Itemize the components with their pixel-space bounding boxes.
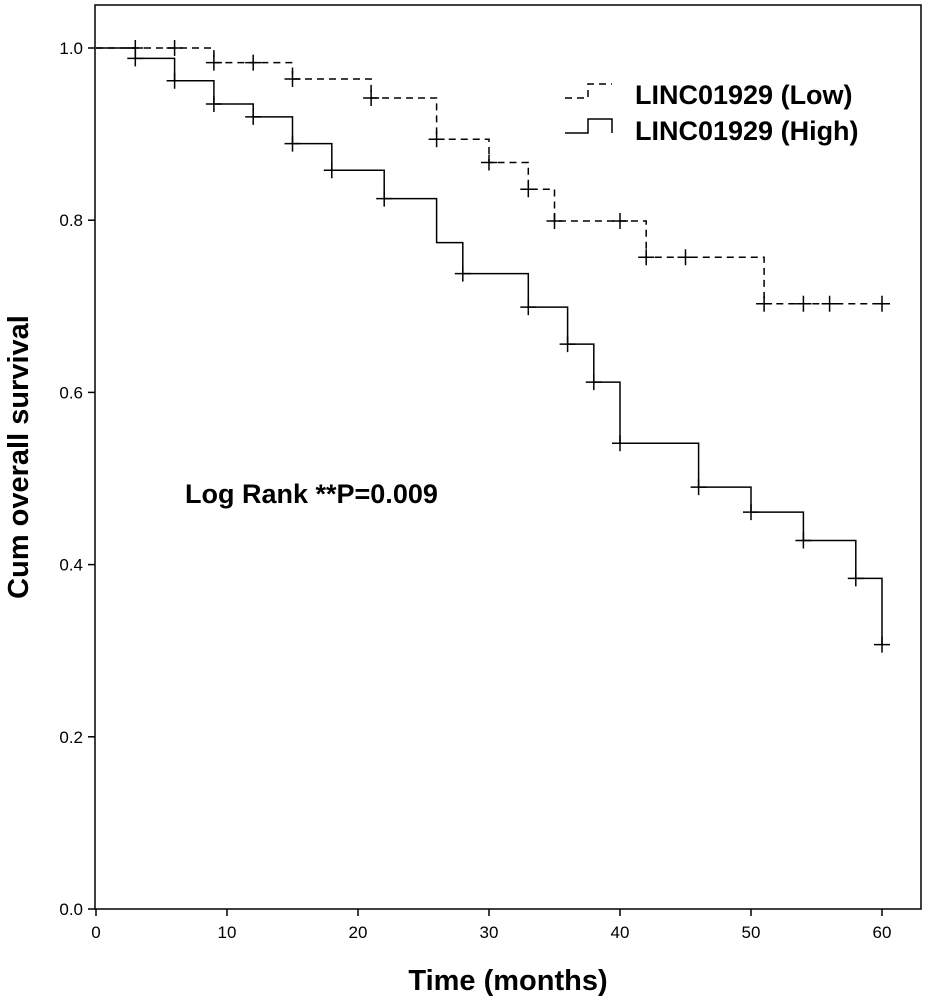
- series-1: [96, 47, 890, 653]
- censor-mark: [205, 95, 222, 112]
- censor-mark: [638, 249, 655, 266]
- censor-mark: [585, 374, 602, 391]
- censor-mark: [690, 479, 707, 496]
- x-tick-label: 30: [480, 923, 499, 942]
- censor-mark: [323, 162, 340, 179]
- censor-mark: [284, 135, 301, 152]
- censor-mark: [795, 532, 812, 549]
- censor-mark: [245, 108, 262, 125]
- x-tick-label: 50: [742, 923, 761, 942]
- y-tick-label: 0.0: [59, 900, 83, 919]
- censor-mark: [127, 50, 144, 67]
- legend-label-low: LINC01929 (Low): [635, 80, 853, 110]
- censor-mark: [874, 295, 890, 312]
- x-axis-title: Time (months): [408, 965, 607, 997]
- censor-mark: [166, 40, 183, 56]
- x-tick-label: 10: [218, 923, 237, 942]
- censor-mark: [363, 89, 380, 106]
- x-tick-label: 20: [349, 923, 368, 942]
- series-0: [96, 40, 890, 312]
- censor-mark: [546, 213, 563, 230]
- series-layer: [96, 40, 890, 653]
- censor-mark: [677, 249, 694, 266]
- censor-mark: [821, 295, 838, 312]
- censor-mark: [245, 54, 262, 71]
- y-tick-label: 0.8: [59, 211, 83, 230]
- legend-swatch-high: [565, 118, 613, 134]
- censor-mark: [284, 70, 301, 87]
- censor-mark: [428, 131, 445, 148]
- x-tick-label: 0: [91, 923, 100, 942]
- y-tick-label: 0.4: [59, 556, 83, 575]
- legend-swatch-low: [565, 83, 612, 99]
- legend: LINC01929 (Low) LINC01929 (High): [565, 80, 859, 146]
- censor-mark: [612, 213, 628, 230]
- plot-area: [94, 4, 922, 910]
- legend-label-high: LINC01929 (High): [635, 116, 859, 146]
- x-tick-label: 40: [611, 923, 630, 942]
- censor-mark: [454, 265, 471, 282]
- censor-mark: [205, 54, 222, 71]
- censor-mark: [559, 336, 576, 353]
- censor-mark: [874, 636, 890, 653]
- censor-mark: [743, 504, 759, 521]
- log-rank-annotation: Log Rank **P=0.009: [185, 479, 438, 509]
- censor-mark: [795, 295, 812, 312]
- x-tick-label: 60: [873, 923, 892, 942]
- y-tick-label: 0.2: [59, 728, 83, 747]
- y-axis-title: Cum overall survival: [3, 315, 35, 599]
- censor-mark: [481, 154, 497, 171]
- y-axis: 0.0 0.2 0.4 0.6 0.8 1.0: [59, 39, 95, 919]
- censor-mark: [847, 570, 864, 587]
- censor-mark: [376, 190, 393, 207]
- censor-mark: [166, 72, 183, 89]
- censor-mark: [756, 295, 773, 312]
- y-tick-label: 0.6: [59, 383, 83, 402]
- y-tick-label: 1.0: [59, 39, 83, 58]
- km-curve: [96, 47, 882, 305]
- censor-mark: [520, 299, 537, 316]
- censor-mark: [520, 181, 537, 198]
- x-axis: 0 10 20 30 40 50 60: [91, 909, 891, 942]
- censor-mark: [612, 435, 628, 452]
